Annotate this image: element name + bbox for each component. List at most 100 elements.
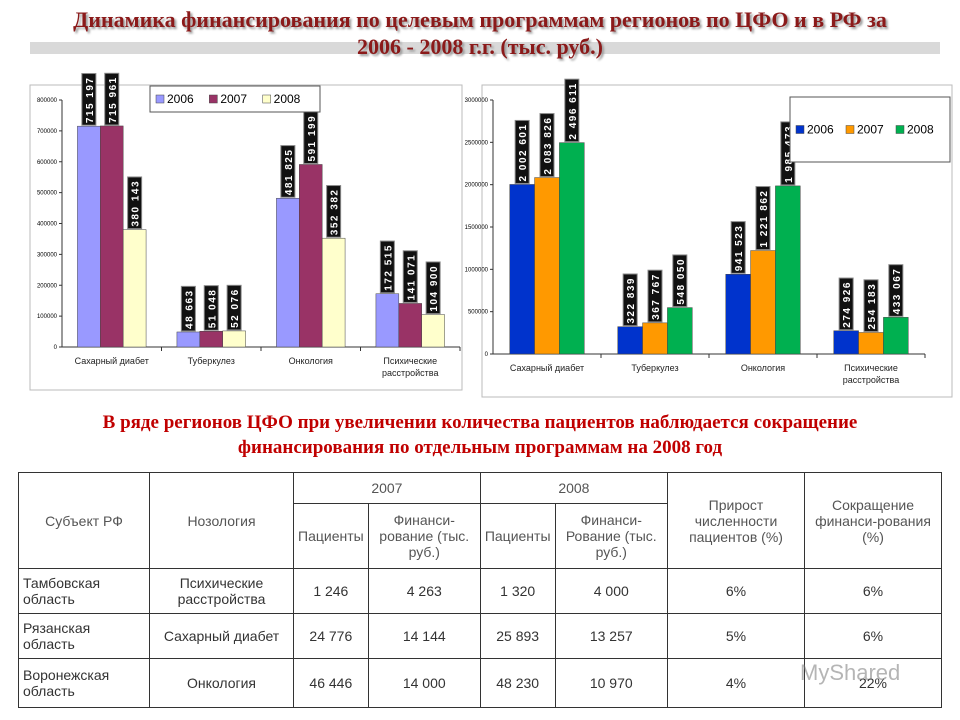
value-label-text: 367 767: [651, 273, 662, 320]
legend-label: 2006: [807, 123, 834, 137]
y-tick-label: 300000: [37, 252, 58, 258]
value-label: 715 197: [81, 73, 97, 126]
table-cell: 48 230: [479, 658, 556, 708]
value-label-box: [280, 145, 296, 198]
value-label: 2 496 611: [564, 78, 580, 143]
y-tick-label: 200000: [37, 283, 58, 289]
value-label: 172 515: [379, 240, 395, 294]
bar: [667, 307, 693, 355]
value-label: 2 002 601: [514, 119, 530, 184]
value-label-box: [647, 269, 663, 323]
value-label-text: 51 048: [207, 289, 218, 329]
bar: [176, 331, 201, 348]
value-label: 104 900: [425, 261, 441, 315]
value-label-box: [863, 279, 879, 332]
table-cell: 4 000: [554, 568, 669, 614]
value-label: 51 048: [203, 285, 219, 331]
x-tick-label: Туберкулез: [187, 356, 235, 366]
y-tick-label: 800000: [37, 98, 58, 104]
value-label-text: 2 496 611: [568, 82, 579, 139]
value-label-text: 2 083 826: [543, 117, 554, 175]
table-cell: 14 000: [367, 658, 481, 708]
y-tick-label: 0: [54, 345, 58, 351]
table-cell: 25 893: [479, 613, 556, 659]
value-label-text: 172 515: [383, 244, 394, 291]
bar: [750, 250, 776, 355]
table-row: Рязанская область Сахарный диабет 24 776 14…: [18, 613, 942, 659]
value-label: 715 961: [104, 72, 120, 126]
table-cell: 4 263: [367, 568, 481, 614]
header-cell: Финанси-Рование (тыс. руб.): [554, 503, 669, 569]
table-cell: 5%: [667, 613, 805, 659]
value-label: 322 839: [622, 273, 638, 327]
subtitle: В ряде регионов ЦФО при увеличении колич…: [102, 412, 858, 458]
value-label-box: [672, 254, 688, 308]
header-cell: Прирост численности пациентов (%): [667, 472, 805, 569]
title-band: [30, 42, 940, 54]
table-cell: Сахарный диабет: [149, 613, 294, 659]
value-label-box: [514, 119, 530, 184]
bar: [509, 184, 535, 355]
x-tick-label: Онкология: [288, 356, 333, 366]
value-label-box: [81, 73, 97, 126]
value-label-box: [203, 285, 219, 331]
value-label-text: 481 825: [284, 149, 295, 196]
bar: [321, 237, 346, 348]
value-label-box: [104, 72, 120, 126]
value-label-text: 52 076: [230, 288, 241, 328]
y-tick-label: 400000: [37, 222, 58, 228]
header-cell: 2007: [293, 472, 481, 504]
header-cell: Пациенты: [479, 503, 556, 569]
x-tick-label: Туберкулез: [631, 363, 679, 373]
bar: [100, 125, 124, 348]
value-label-box: [622, 273, 638, 327]
legend-swatch: [795, 125, 805, 134]
value-label: 941 523: [730, 221, 746, 274]
value-label-box: [326, 185, 342, 238]
y-tick-label: 2000000: [465, 183, 489, 189]
value-label-box: [539, 113, 555, 178]
legend-swatch: [209, 94, 218, 104]
table-cell: 6%: [804, 613, 942, 659]
legend-label: 2008: [907, 123, 934, 137]
value-label-box: [755, 186, 771, 251]
bar: [775, 185, 801, 355]
bar: [642, 322, 668, 355]
x-tick-label: Онкология: [740, 363, 786, 373]
legend-swatch: [845, 125, 855, 134]
value-label: 52 076: [226, 284, 242, 331]
table-cell: 14 144: [367, 613, 481, 659]
table-cell: Онкология: [149, 658, 294, 708]
header-cell: Субъект РФ: [18, 472, 150, 569]
x-tick-label: Психические расстройства: [842, 363, 900, 385]
legend-box: [789, 96, 951, 163]
header-cell: Нозология: [149, 472, 294, 569]
table-cell: 22%: [804, 658, 942, 708]
value-label-box: [180, 285, 196, 332]
value-label-text: 274 926: [842, 281, 853, 328]
header-cell: Финанси-рование (тыс. руб.): [367, 503, 481, 569]
value-label: 367 767: [647, 269, 663, 323]
table-row: Воронежская область Онкология 46 446 14 000…: [18, 658, 942, 708]
value-label: 141 071: [402, 250, 418, 303]
bar: [375, 293, 400, 348]
table-row: Тамбовская область Психические расстройст…: [18, 568, 942, 614]
value-label-box: [127, 176, 143, 230]
table-cell: 6%: [804, 568, 942, 614]
table-cell: 1 246: [293, 568, 369, 614]
legend-swatch: [262, 94, 271, 104]
table-cell: 10 970: [554, 658, 669, 708]
legend-label: 2007: [220, 92, 247, 106]
y-tick-label: 100000: [37, 314, 58, 320]
y-tick-label: 2500000: [465, 140, 489, 146]
bar: [77, 125, 101, 348]
bar: [421, 314, 445, 348]
y-tick-label: 1000000: [465, 267, 489, 273]
table-cell: 24 776: [293, 613, 369, 659]
value-label-text: 48 663: [184, 289, 195, 329]
table-cell: Тамбовская область: [18, 568, 150, 614]
table-cell: Воронежская область: [18, 658, 150, 708]
x-tick-label: Сахарный диабет: [74, 356, 149, 366]
